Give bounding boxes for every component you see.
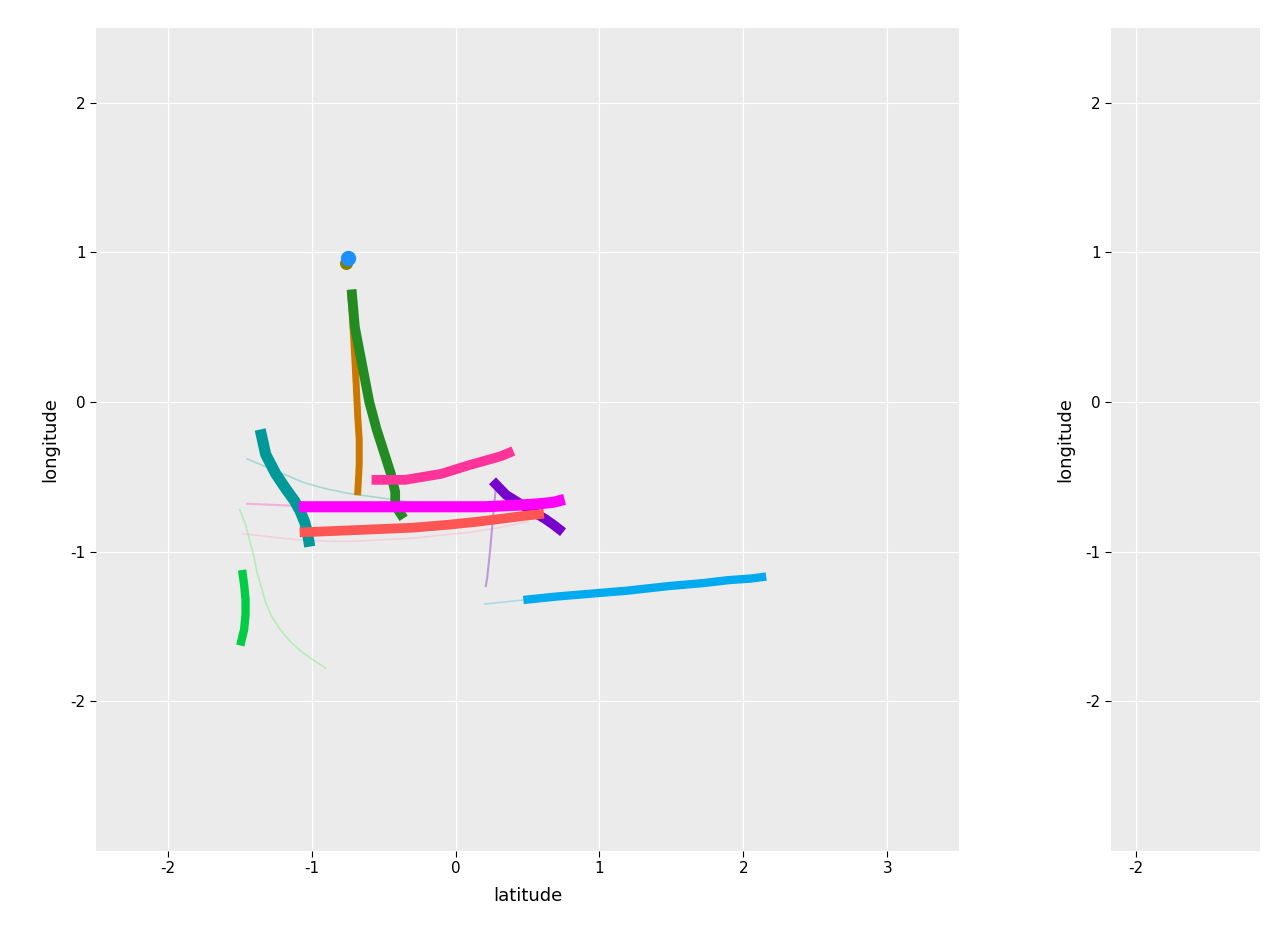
Y-axis label: longitude: longitude [41, 397, 59, 482]
X-axis label: latitude: latitude [492, 887, 563, 906]
Point [336, 256, 357, 271]
Point [338, 251, 358, 266]
Y-axis label: longitude: longitude [1056, 397, 1074, 482]
